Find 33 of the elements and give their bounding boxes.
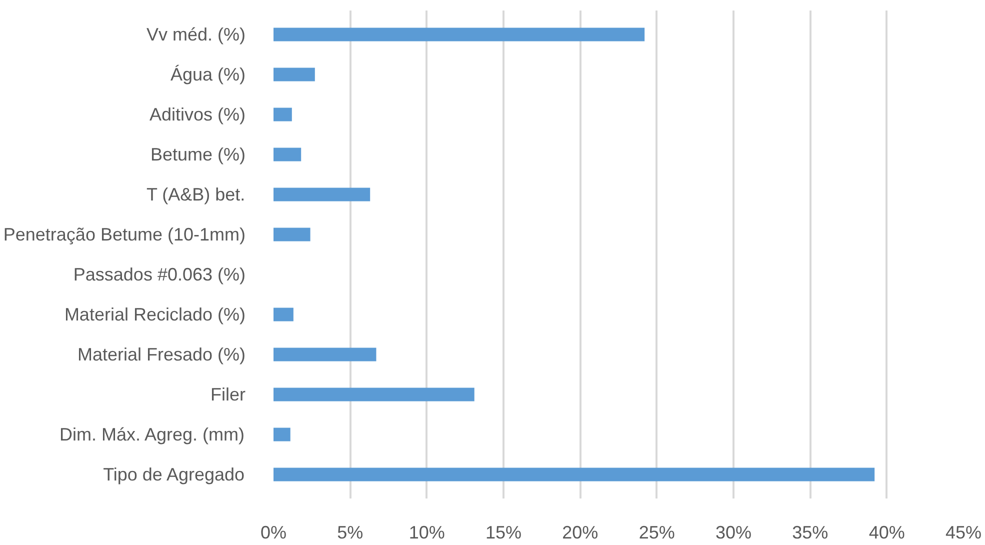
x-tick-label: 15% xyxy=(485,522,522,542)
y-tick-label: Filer xyxy=(210,384,246,404)
y-tick-label: Água (%) xyxy=(170,64,246,84)
y-tick-label: Material Reciclado (%) xyxy=(64,304,246,324)
y-tick-label: Aditivos (%) xyxy=(149,104,246,124)
y-tick-label: Tipo de Agregado xyxy=(103,464,245,484)
x-tick-label: 5% xyxy=(337,522,364,542)
bar xyxy=(274,468,875,482)
x-tick-label: 35% xyxy=(792,522,828,542)
bar xyxy=(274,188,370,202)
bar xyxy=(274,308,294,322)
x-tick-label: 40% xyxy=(868,522,905,542)
bar xyxy=(274,28,645,42)
x-tick-label: 30% xyxy=(715,522,752,542)
y-tick-label: Betume (%) xyxy=(150,144,246,164)
bar xyxy=(274,148,302,162)
x-tick-label: 10% xyxy=(408,522,445,542)
y-tick-label: Vv méd. (%) xyxy=(146,24,246,44)
x-tick-label: 25% xyxy=(638,522,675,542)
x-tick-label: 0% xyxy=(260,522,287,542)
y-tick-label: Dim. Máx. Agreg. (mm) xyxy=(59,424,245,444)
x-tick-label: 45% xyxy=(945,522,982,542)
bar xyxy=(274,228,310,242)
y-tick-label: Passados #0.063 (%) xyxy=(73,264,246,284)
y-tick-label: Material Fresado (%) xyxy=(77,344,246,364)
bar xyxy=(274,428,290,442)
bar xyxy=(274,108,292,122)
x-tick-label: 20% xyxy=(562,522,598,542)
bar xyxy=(274,348,376,362)
y-tick-label: Penetração Betume (10-1mm) xyxy=(3,224,246,244)
bar xyxy=(274,388,474,402)
y-tick-label: T (A&B) bet. xyxy=(146,184,246,204)
bar xyxy=(274,68,315,82)
